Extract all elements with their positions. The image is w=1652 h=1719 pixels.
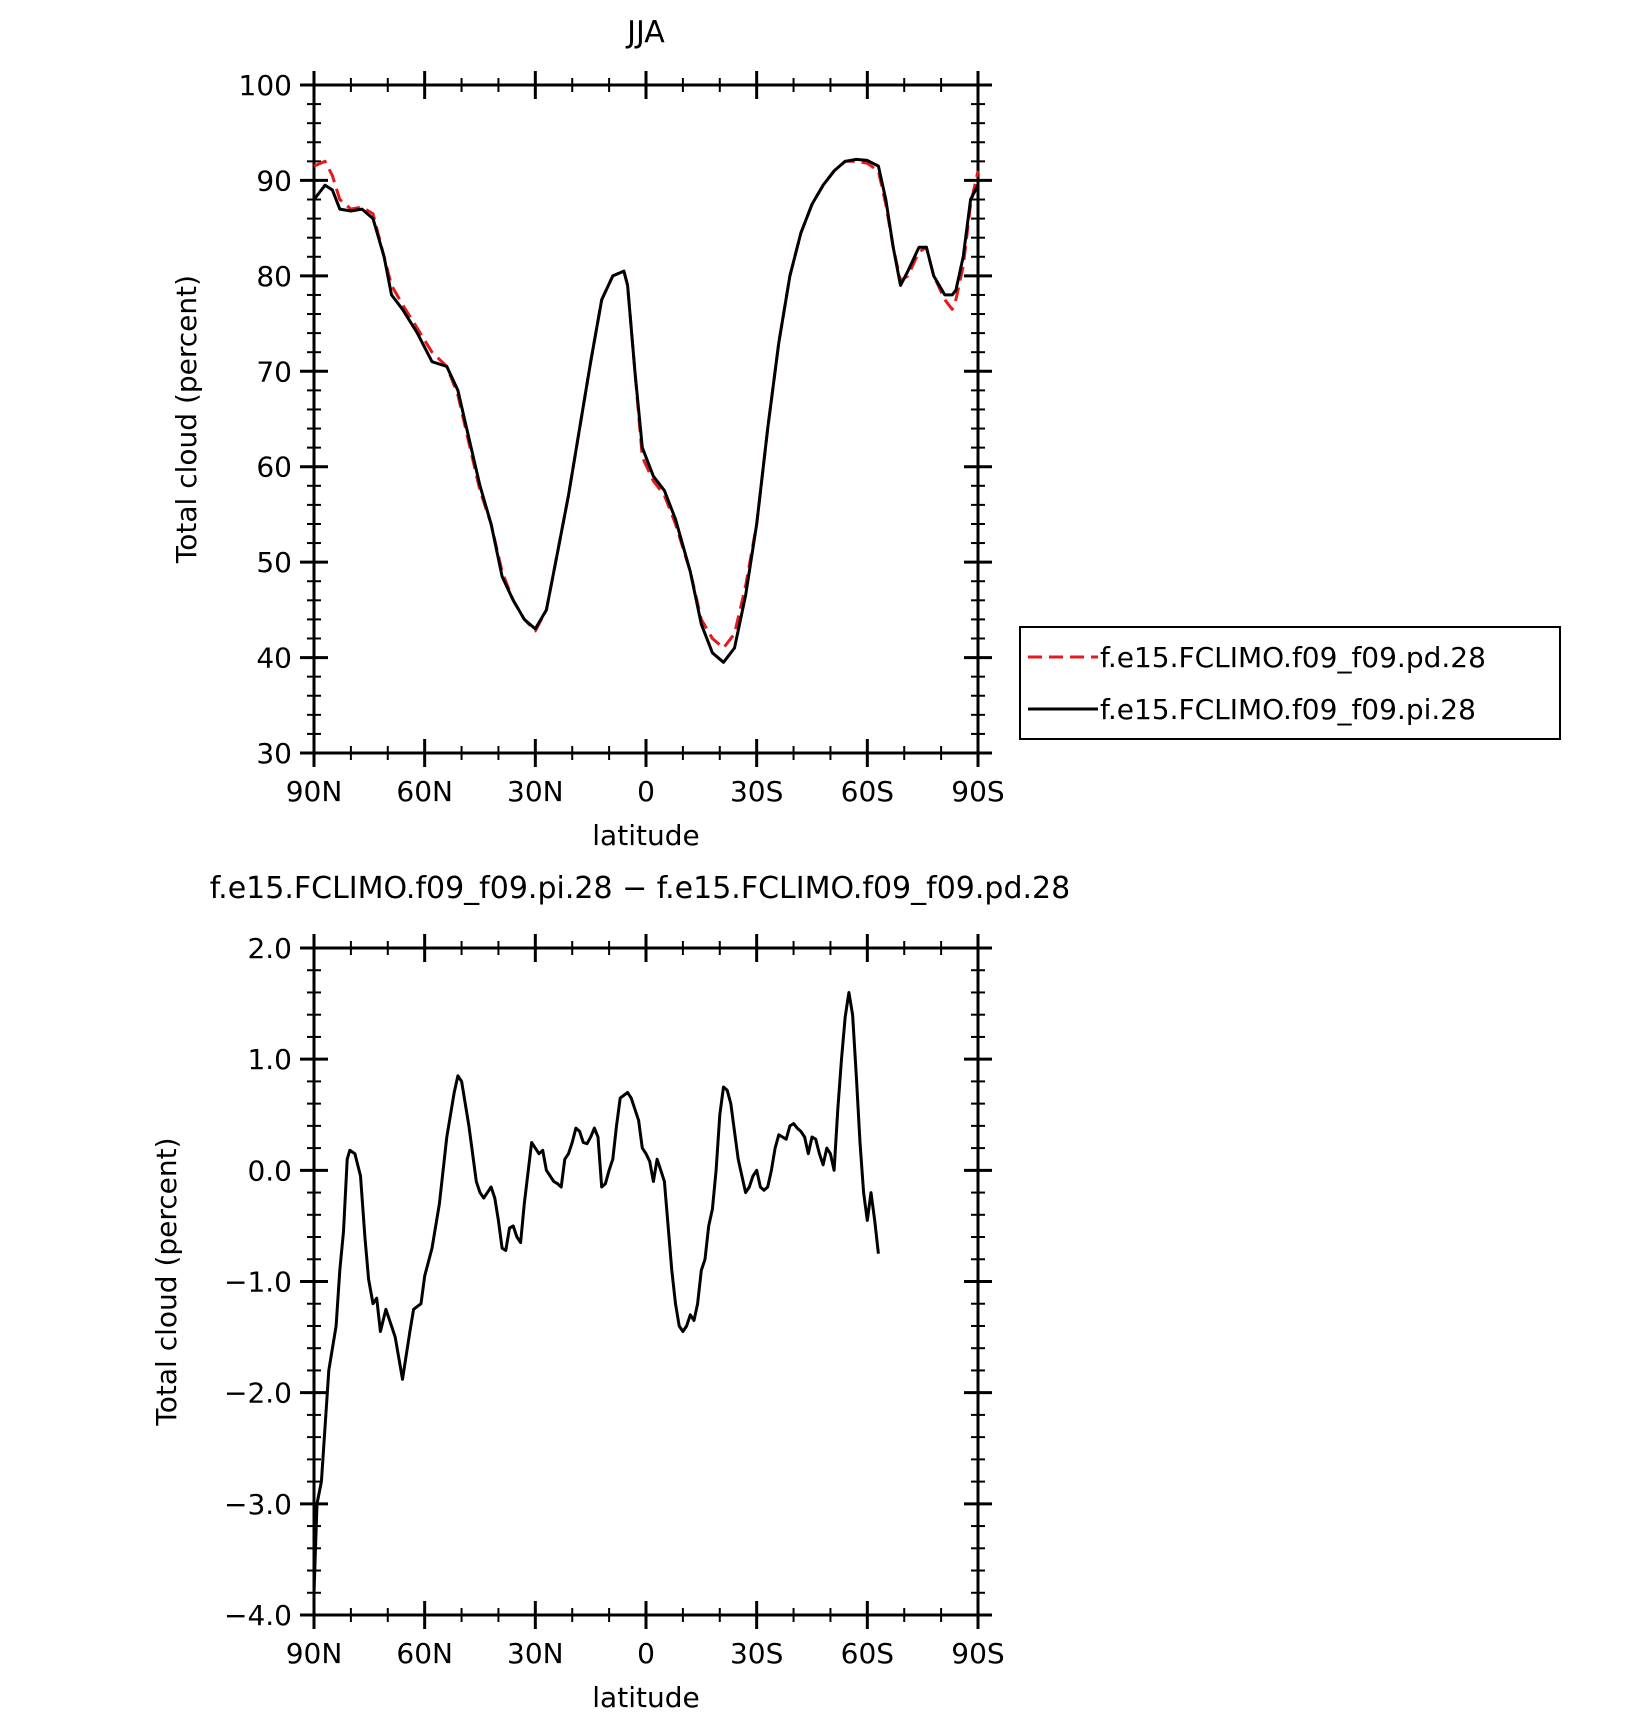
x-axis-label: latitude [592,819,699,852]
x-tick-label: 60S [841,775,894,808]
y-tick-label: −4.0 [224,1599,292,1632]
y-tick-label: 60 [256,451,292,484]
axis-ticks [300,71,992,767]
y-tick-label: 0.0 [247,1154,292,1187]
legend-entry: f.e15.FCLIMO.f09_f09.pd.28 [1100,641,1486,674]
plot-frame [312,946,980,1617]
x-tick-label: 60S [841,1637,894,1670]
y-tick-label: −1.0 [224,1266,292,1299]
legend-entry: f.e15.FCLIMO.f09_f09.pi.28 [1100,693,1476,726]
y-tick-label: 30 [256,737,292,770]
x-tick-label: 0 [637,775,655,808]
y-tick-label: 40 [256,642,292,675]
chart-title: JJA [625,15,665,50]
legend-box [1019,626,1561,740]
x-tick-label: 90S [951,1637,1004,1670]
x-tick-label: 60N [396,775,453,808]
y-tick-label: −3.0 [224,1488,292,1521]
legend: f.e15.FCLIMO.f09_f09.pd.28 f.e15.FCLIMO.f… [1019,626,1561,740]
series-line-pd [313,159,980,650]
x-tick-label: 0 [637,1637,655,1670]
x-tick-label: 30S [730,775,783,808]
x-tick-label: 30N [507,1637,564,1670]
x-tick-label: 30N [507,775,564,808]
plot-frame [312,83,980,755]
series-line-pi [312,157,980,664]
y-tick-label: 100 [239,69,292,102]
x-tick-label: 90N [286,1637,343,1670]
series-line-pi [312,991,880,1593]
y-tick-label: 2.0 [247,932,292,965]
y-tick-label: −2.0 [224,1377,292,1410]
y-axis-label: Total cloud (percent) [150,1137,183,1426]
x-tick-label: 90N [286,775,343,808]
chart-title: f.e15.FCLIMO.f09_f09.pi.28 − f.e15.FCLIM… [210,871,1070,906]
x-tick-label: 60N [396,1637,453,1670]
axis-ticks [300,934,992,1629]
x-axis-label: latitude [592,1681,699,1714]
y-tick-label: 1.0 [247,1043,292,1076]
top-chart: JJA 30 40 50 60 70 80 90 100 90N 60N 30N 0 30S 60S 90S l… [170,15,1005,852]
y-axis-label: Total cloud (percent) [170,275,203,564]
y-tick-label: 80 [256,260,292,293]
y-tick-label: 90 [256,164,292,197]
x-tick-label: 30S [730,1637,783,1670]
bottom-chart: f.e15.FCLIMO.f09_f09.pi.28 − f.e15.FCLIM… [150,871,1070,1714]
x-tick-label: 90S [951,775,1004,808]
y-tick-label: 70 [256,355,292,388]
y-tick-label: 50 [256,546,292,579]
